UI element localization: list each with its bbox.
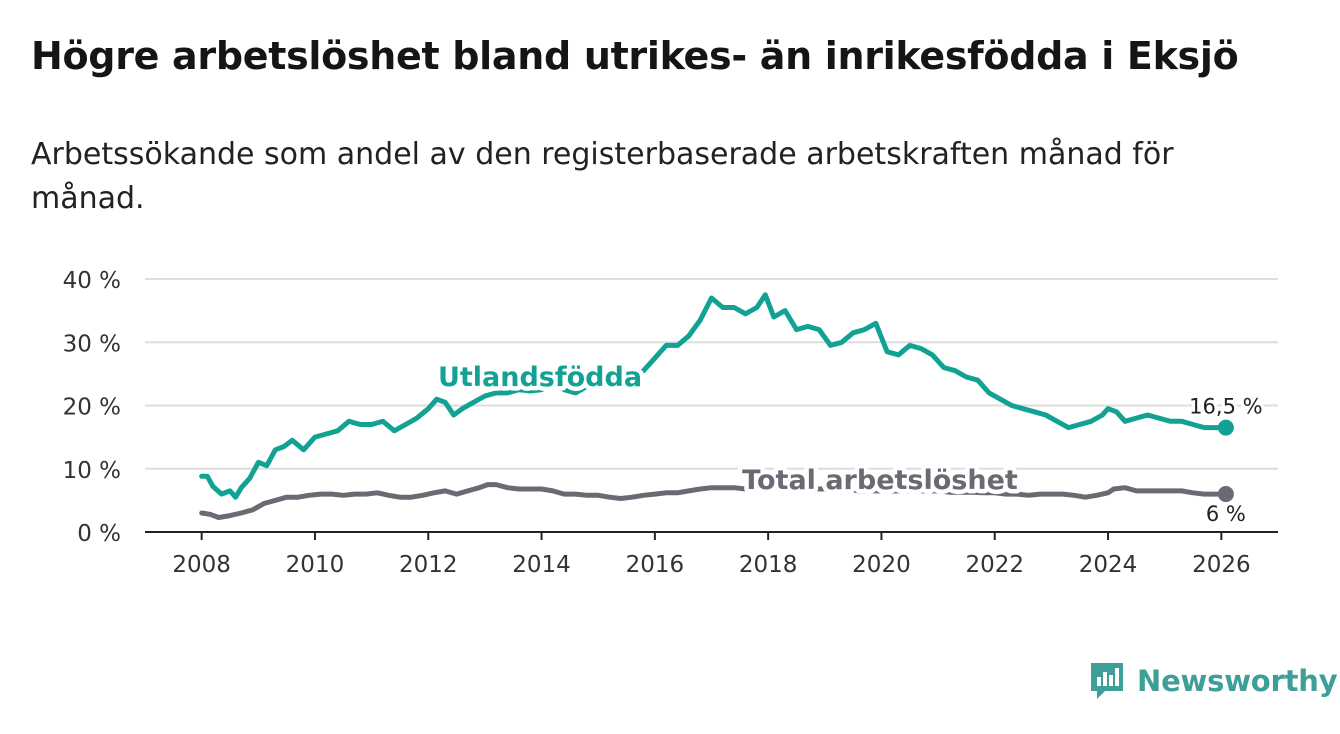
y-tick-label: 30 %: [63, 331, 121, 357]
x-tick-label: 2012: [399, 552, 458, 578]
end-label-foreign-born: 16,5 %: [1189, 395, 1262, 419]
y-tick-label: 10 %: [63, 458, 121, 484]
x-tick-label: 2008: [172, 552, 231, 578]
x-tick-label: 2026: [1192, 552, 1251, 578]
end-point-total: [1217, 486, 1234, 503]
series-label-foreign-born: Utlandsfödda: [438, 362, 642, 393]
x-tick-label: 2018: [739, 552, 798, 578]
series-lines: [199, 292, 1234, 520]
newsworthy-logo: Newsworthy: [1089, 661, 1338, 701]
axes: 0 % 10 % 20 % 30 % 40 % 2008 2010 2012 2014 2016 2…: [63, 268, 1278, 578]
series-line-total: [199, 482, 1229, 520]
x-tick-label: 2020: [852, 552, 911, 578]
series-labels: Utlandsfödda Total arbetslöshet 16,5 % 6 %: [433, 358, 1265, 530]
chart-title: Högre arbetslöshet bland utrikes- än inr…: [31, 34, 1239, 78]
y-tick-label: 20 %: [63, 395, 121, 421]
grid-lines: [145, 278, 1278, 470]
end-label-total: 6 %: [1206, 502, 1246, 526]
newsworthy-logo-icon: [1091, 663, 1123, 699]
y-tick-label: 0 %: [77, 521, 121, 547]
x-tick-label: 2014: [512, 552, 571, 578]
chart-subtitle: Arbetssökande som andel av den registerb…: [31, 137, 1174, 216]
brand-name: Newsworthy: [1137, 664, 1338, 698]
x-tick-label: 2016: [626, 552, 685, 578]
x-tick-label: 2010: [286, 552, 345, 578]
end-point-foreign-born: [1217, 419, 1234, 436]
x-tick-label: 2024: [1079, 552, 1138, 578]
x-tick-label: 2022: [965, 552, 1024, 578]
series-line-foreign-born: [199, 292, 1229, 500]
series-label-total: Total arbetslöshet: [742, 465, 1018, 496]
y-tick-label: 40 %: [63, 268, 121, 294]
